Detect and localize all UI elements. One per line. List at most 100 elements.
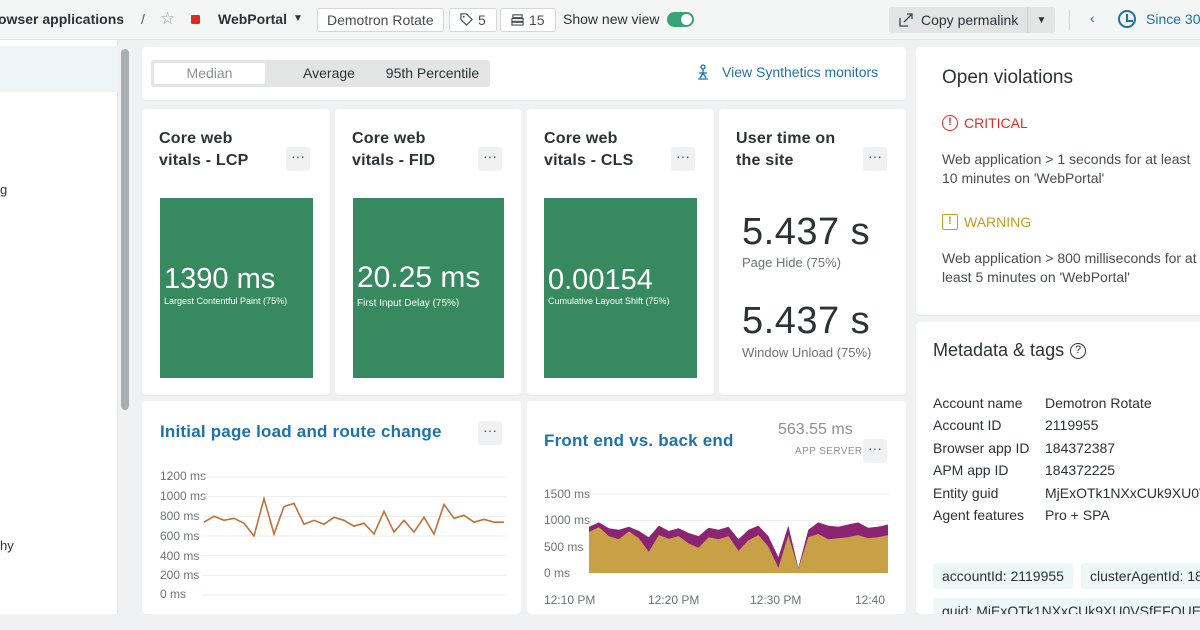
page-load-series-line <box>203 495 504 538</box>
tag-chip[interactable]: accountId: 2119955 <box>933 563 1073 589</box>
critical-icon: ! <box>942 115 958 131</box>
violations-title: Open violations <box>942 67 1073 88</box>
fid-billboard: 20.25 ms First Input Delay (75%) <box>353 198 504 378</box>
segment-95th-percentile[interactable]: 95th Percentile <box>385 65 480 81</box>
permalink-dropdown-chevron-icon[interactable]: ▼ <box>1027 7 1055 33</box>
more-options-icon[interactable]: ··· <box>863 439 887 463</box>
time-picker[interactable]: Since 30 <box>1146 11 1200 27</box>
meta-key: Account ID <box>933 417 1002 433</box>
critical-label: CRITICAL <box>964 115 1028 131</box>
sidebar-item-partial[interactable]: g <box>0 182 8 197</box>
breadcrumb-separator: / <box>141 11 145 27</box>
app-server-value: 563.55 ms <box>778 421 853 438</box>
tag-icon <box>460 13 473 26</box>
meta-value: Pro + SPA <box>1045 507 1110 523</box>
chart-title[interactable]: Initial page load and route change <box>160 422 442 441</box>
percentile-segmented-control: Median Average 95th Percentile <box>151 60 490 87</box>
fid-value: 20.25 ms <box>357 261 481 294</box>
segment-average[interactable]: Average <box>303 65 355 81</box>
meta-key: Agent features <box>933 507 1025 523</box>
x-tick-label: 12:40 <box>855 593 886 607</box>
y-tick-label: 500 ms <box>544 540 584 554</box>
divider <box>1069 10 1070 30</box>
metadata-card: Metadata & tags ? Account name Demotron … <box>916 322 1200 614</box>
lcp-caption: Largest Contentful Paint (75%) <box>164 296 288 306</box>
critical-violation-header[interactable]: ! CRITICAL <box>942 115 1028 131</box>
page-load-line-chart[interactable] <box>142 401 521 614</box>
show-new-view-label: Show new view <box>563 11 660 27</box>
y-tick-label: 1500 ms <box>544 487 591 501</box>
tile-title: Core web vitals - LCP <box>159 130 249 169</box>
cls-caption: Cumulative Layout Shift (75%) <box>548 296 670 306</box>
previous-time-chevron-icon[interactable]: ‹ <box>1090 10 1095 26</box>
more-options-icon[interactable]: ··· <box>671 147 695 171</box>
more-options-icon[interactable]: ··· <box>478 421 502 445</box>
tag-chip[interactable]: guid: MjExOTk1NXxCUk9XU0VSfEFQUExJQ <box>933 598 1200 614</box>
top-bar: owser applications / ☆ WebPortal ▼ Demot… <box>0 0 1200 40</box>
y-tick-label: 400 ms <box>160 549 200 563</box>
critical-violation-text[interactable]: Web application > 1 seconds for at least… <box>942 151 1191 186</box>
account-badge[interactable]: Demotron Rotate <box>317 8 444 32</box>
chevron-down-icon[interactable]: ▼ <box>293 13 303 24</box>
tile-title: Core web vitals - FID <box>352 130 436 169</box>
y-tick-label: 1200 ms <box>160 469 207 483</box>
copy-permalink-button[interactable]: Copy permalink ▼ <box>889 7 1055 33</box>
metadata-title: Metadata & tags ? <box>933 340 1087 361</box>
frontend-backend-area-chart[interactable] <box>527 401 906 614</box>
y-tick-label: 0 ms <box>544 566 571 580</box>
scrollbar-thumb[interactable] <box>121 49 129 410</box>
show-new-view-toggle[interactable] <box>667 12 694 27</box>
stack-icon <box>511 14 524 26</box>
more-options-icon[interactable]: ··· <box>286 147 310 171</box>
window-unload-value: 5.437 s <box>742 300 871 342</box>
chart-title[interactable]: Front end vs. back end <box>544 431 734 450</box>
frontend-backend-chart-card: Front end vs. back end 563.55 ms APP SER… <box>527 401 906 614</box>
view-synthetics-link[interactable]: View Synthetics monitors <box>696 64 878 80</box>
warning-violation-header[interactable]: ! WARNING <box>942 214 1031 230</box>
y-tick-label: 1000 ms <box>160 489 207 503</box>
meta-key: Entity guid <box>933 485 999 501</box>
lcp-billboard: 1390 ms Largest Contentful Paint (75%) <box>160 198 313 378</box>
synthetics-icon <box>698 64 708 80</box>
meta-value: 184372387 <box>1045 440 1116 456</box>
x-tick-label: 12:10 PM <box>544 593 596 607</box>
window-unload-label: Window Unload (75%) <box>742 345 872 360</box>
warning-violation-text[interactable]: Web application > 800 milliseconds for a… <box>942 250 1197 285</box>
fid-tile: Core web vitals - FID ··· 20.25 ms First … <box>335 109 521 395</box>
tile-title: Core web vitals - CLS <box>544 130 634 169</box>
page-hide-value: 5.437 s <box>742 211 871 253</box>
help-icon[interactable]: ? <box>1070 342 1087 359</box>
clock-icon[interactable] <box>1118 10 1136 28</box>
app-server-label: APP SERVER <box>795 446 863 457</box>
alert-status-icon <box>191 15 200 24</box>
lcp-tile: Core web vitals - LCP ··· 1390 ms Largest… <box>142 109 330 395</box>
backend-series-area <box>589 527 888 573</box>
warning-icon: ! <box>942 214 958 230</box>
sidebar-item-partial[interactable]: hy <box>0 538 14 553</box>
segment-median[interactable]: Median <box>154 63 265 84</box>
x-tick-label: 12:30 PM <box>750 593 802 607</box>
tags-badge[interactable]: 5 <box>449 8 497 32</box>
more-options-icon[interactable]: ··· <box>863 147 887 171</box>
meta-value[interactable]: MjExOTk1NXxCUk9XU0V <box>1045 485 1200 501</box>
entity-name[interactable]: WebPortal <box>218 11 287 27</box>
y-tick-label: 800 ms <box>160 509 200 523</box>
tag-chip[interactable]: clusterAgentId: 18 <box>1081 563 1200 589</box>
breadcrumb-browser-applications[interactable]: owser applications <box>0 11 125 27</box>
y-tick-label: 1000 ms <box>544 513 591 527</box>
cls-billboard: 0.00154 Cumulative Layout Shift (75%) <box>544 198 697 378</box>
view-synthetics-label: View Synthetics monitors <box>722 64 879 80</box>
cls-value: 0.00154 <box>548 264 653 296</box>
related-entities-badge[interactable]: 15 <box>500 8 556 32</box>
x-tick-label: 12:20 PM <box>648 593 700 607</box>
cls-tile: Core web vitals - CLS ··· 0.00154 Cumulat… <box>527 109 714 395</box>
y-tick-label: 0 ms <box>160 587 187 601</box>
meta-key: APM app ID <box>933 462 1009 478</box>
bottom-strip <box>0 614 1200 630</box>
meta-value: 2119955 <box>1045 417 1099 433</box>
copy-permalink-label: Copy permalink <box>921 12 1019 28</box>
page-load-chart-card: Initial page load and route change ··· 1… <box>142 401 521 614</box>
more-options-icon[interactable]: ··· <box>478 147 502 171</box>
star-icon[interactable]: ☆ <box>160 9 176 28</box>
sidebar-item-active[interactable] <box>0 46 118 92</box>
